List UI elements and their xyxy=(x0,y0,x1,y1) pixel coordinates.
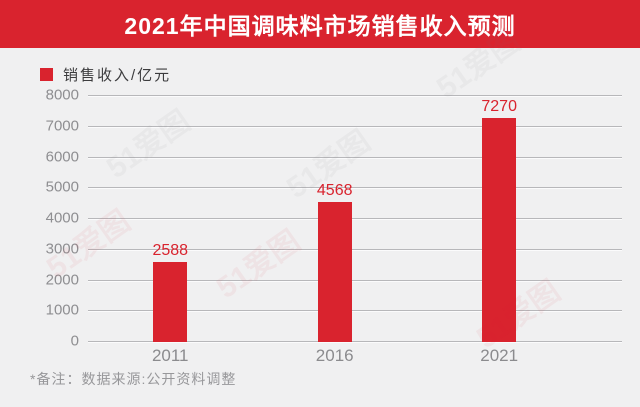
legend: 销售收入/亿元 xyxy=(40,64,171,85)
x-tick-label: 2021 xyxy=(480,346,519,365)
bar-value-label: 2588 xyxy=(152,242,189,260)
bar-2021: 7270 xyxy=(481,98,517,342)
x-tick-label: 2011 xyxy=(151,346,189,365)
y-tick-label: 3000 xyxy=(45,240,79,258)
y-tick-label: 2000 xyxy=(45,271,79,288)
legend-swatch-icon xyxy=(40,68,53,81)
gridline: 7000 xyxy=(46,117,622,134)
y-tick-label: 6000 xyxy=(45,148,79,165)
chart-title: 2021年中国调味料市场销售收入预测 xyxy=(124,13,516,39)
footnote: *备注：数据来源:公开资料调整 xyxy=(30,371,237,387)
y-tick-label: 4000 xyxy=(45,209,79,227)
gridline: 2000 xyxy=(46,271,622,288)
bar-2016: 4568 xyxy=(317,182,353,342)
y-tick-label: 8000 xyxy=(45,86,79,104)
gridline: 0 xyxy=(71,333,622,350)
y-tick-label: 5000 xyxy=(45,178,79,196)
gridline: 5000 xyxy=(46,179,622,196)
plot-area: 0 1000 2000 3000 4000 5000 6000 7000 8000 2588 201… xyxy=(46,87,622,365)
gridline: 8000 xyxy=(46,87,622,104)
gridline: 1000 xyxy=(46,302,622,319)
y-tick-label: 7000 xyxy=(45,117,79,135)
y-tick-label: 1000 xyxy=(45,301,79,319)
gridline: 4000 xyxy=(46,210,622,227)
bar-value-label: 4568 xyxy=(316,181,353,199)
gridline: 6000 xyxy=(46,148,622,165)
legend-label: 销售收入/亿元 xyxy=(63,67,172,84)
title-banner: 2021年中国调味料市场销售收入预测 xyxy=(0,0,640,48)
gridline: 3000 xyxy=(46,240,622,257)
bar-2011: 2588 xyxy=(152,242,188,342)
y-tick-label: 0 xyxy=(70,332,79,350)
x-tick-label: 2016 xyxy=(315,346,354,365)
bar-value-label: 7270 xyxy=(481,98,517,116)
